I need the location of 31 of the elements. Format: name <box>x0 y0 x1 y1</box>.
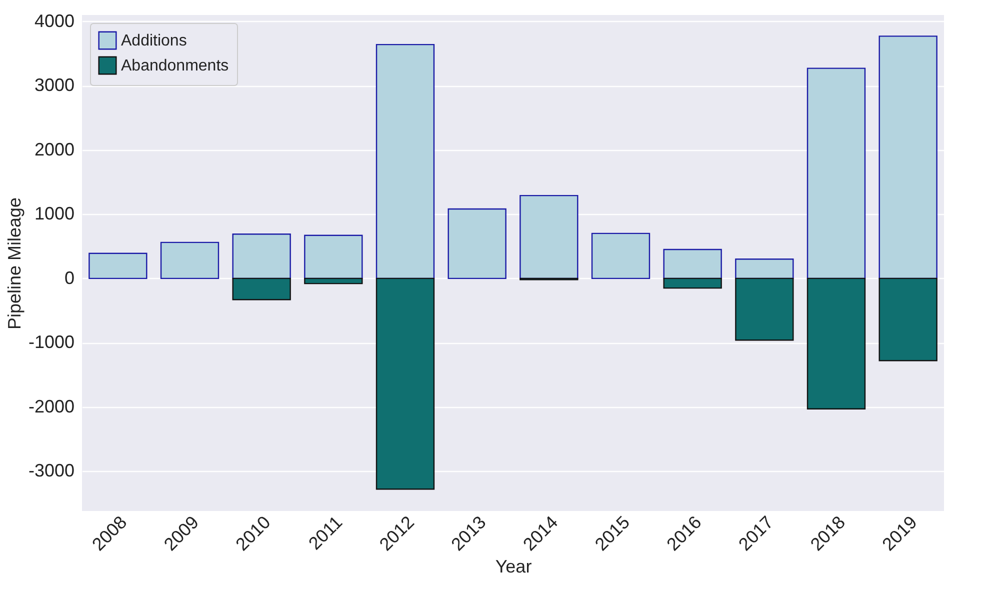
bar <box>160 242 220 280</box>
y-tick-label: 0 <box>64 268 74 288</box>
y-tick-label: -3000 <box>28 460 74 481</box>
bar <box>88 252 148 280</box>
y-tick-label: 4000 <box>34 10 74 31</box>
bar <box>376 278 435 490</box>
y-tick-label: 3000 <box>34 75 74 96</box>
bar <box>304 278 363 284</box>
bar <box>304 234 363 280</box>
bar <box>591 232 650 280</box>
x-axis-title: Year <box>495 556 532 577</box>
bar <box>878 278 938 362</box>
bar <box>806 278 866 410</box>
y-tick-label: 2000 <box>34 139 74 160</box>
y-tick-label: 1000 <box>34 204 74 224</box>
y-tick-label: -1000 <box>28 332 74 352</box>
bar <box>663 278 722 289</box>
bar <box>232 278 291 300</box>
y-tick-label: -2000 <box>28 396 74 416</box>
bar <box>376 44 435 280</box>
bar <box>806 68 866 280</box>
bar <box>520 194 578 280</box>
bar <box>448 208 506 280</box>
bar <box>663 248 722 280</box>
legend-label: Abandonments <box>121 58 229 74</box>
bar <box>232 233 291 280</box>
bar <box>878 36 938 280</box>
bar <box>735 258 794 280</box>
y-axis-title: Pipeline Mileage <box>4 197 24 330</box>
legend-label: Additions <box>121 32 187 50</box>
bar <box>735 278 794 341</box>
